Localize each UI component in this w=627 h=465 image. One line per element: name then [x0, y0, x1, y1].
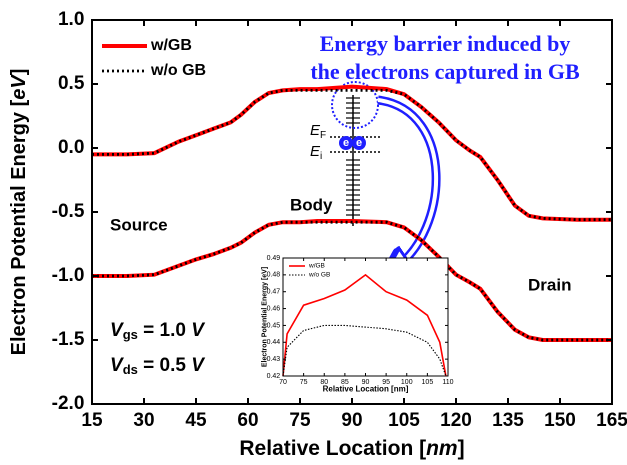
y-tick-label: 0.0: [58, 137, 84, 158]
series-line: [92, 89, 612, 222]
barrier-note: Energy barrier induced by: [320, 31, 571, 56]
electrons: e e: [339, 136, 366, 150]
x-tick-label: 80: [320, 379, 328, 386]
x-tick-label: 70: [279, 379, 287, 386]
series-line: [282, 273, 447, 377]
x-tick-label: 75: [300, 379, 308, 386]
legend-label: w/o GB: [308, 272, 330, 279]
y-tick-label: -0.5: [52, 201, 85, 222]
x-tick-label: 30: [133, 410, 154, 431]
ei-label: Ei: [310, 143, 322, 162]
arrow: [377, 95, 441, 272]
y-tick-label: 0.45: [267, 322, 281, 329]
ef-label: EF: [310, 122, 326, 141]
arrow-inner: [378, 98, 439, 268]
y-axis-label: Electron Potential Energy [eV]: [8, 69, 30, 356]
barrier-circle: [331, 81, 379, 129]
y-tick-label: -2.0: [52, 393, 85, 414]
series-line: [92, 84, 612, 222]
x-axis-label: Relative Location [nm]: [239, 437, 464, 460]
y-tick-label: 0.5: [58, 73, 85, 94]
y-tick-label: 0.42: [267, 373, 281, 380]
y-tick-label: 0.44: [267, 339, 281, 346]
legend-label: w/o GB: [150, 62, 206, 79]
x-tick-label: 90: [341, 410, 362, 431]
plot: 70 75 80 85 90 95 100 105 110 0.42 0.43 0.44 0.45 0.4…: [262, 255, 454, 394]
electron: e: [356, 137, 362, 149]
source-label: Source: [110, 215, 168, 234]
series-line: [282, 324, 447, 377]
x-tick-label: 45: [185, 410, 207, 431]
x-tick-label: 95: [382, 379, 390, 386]
x-tick-label: 100: [401, 379, 413, 386]
y-tick-label: -1.5: [52, 329, 85, 350]
y-tick-label: 0.46: [267, 305, 281, 312]
y-tick-label: 0.43: [267, 356, 281, 363]
y-tick-label: 0.47: [267, 289, 281, 296]
series-line: [92, 220, 612, 342]
body-label: Body: [290, 195, 333, 214]
barrier-note: the electrons captured in GB: [310, 59, 580, 84]
vgs-label: Vgs = 1.0 V: [110, 320, 205, 342]
x-tick-label: 105: [422, 379, 434, 386]
x-tick-label: 90: [362, 379, 370, 386]
vds-label: Vds = 0.5 V: [110, 355, 205, 377]
drain-label: Drain: [528, 275, 571, 294]
x-axis-label: Relative Location [nm]: [323, 384, 409, 393]
x-tick-label: 165: [596, 410, 627, 431]
legend-label: w/GB: [308, 263, 325, 270]
x-tick-label: 120: [440, 410, 472, 431]
x-tick-label: 105: [388, 410, 420, 431]
y-tick-label: 1.0: [58, 9, 84, 30]
x-tick-label: 150: [544, 410, 576, 431]
x-tick-label: 60: [237, 410, 258, 431]
y-tick-label: -1.0: [52, 265, 85, 286]
x-tick-label: 135: [492, 410, 524, 431]
x-tick-label: 110: [442, 379, 453, 386]
plot-background: [283, 258, 448, 376]
y-axis-label: Electron Potential Energy [eV]: [262, 267, 269, 367]
plot: 15 30 45 60 75 90 105 120 135 150 165 -2.0 -1.5 -1.0 -…: [52, 9, 627, 431]
x-tick-label: 15: [81, 410, 103, 431]
x-tick-label: 85: [341, 379, 349, 386]
y-tick-label: 0.48: [267, 272, 281, 279]
y-tick-label: 0.49: [267, 255, 281, 262]
electron: e: [343, 137, 349, 149]
x-tick-label: 75: [289, 410, 311, 431]
legend-label: w/GB: [150, 37, 192, 54]
